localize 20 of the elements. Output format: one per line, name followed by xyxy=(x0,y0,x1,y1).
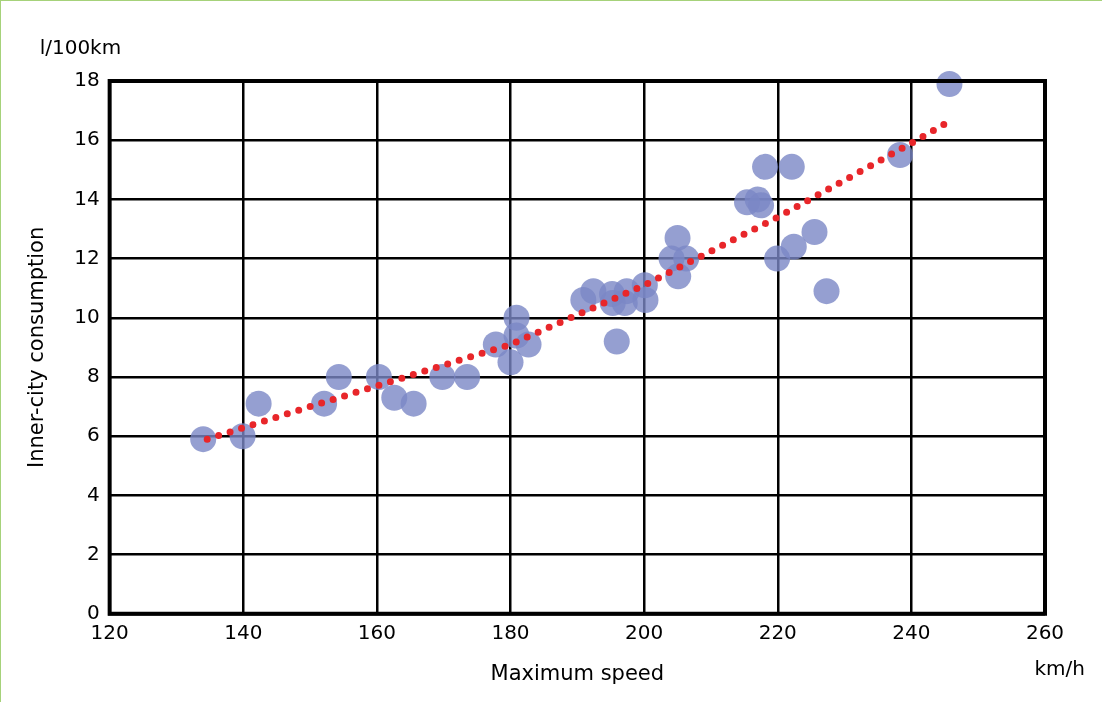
y-tick-label: 16 xyxy=(74,126,100,151)
y-tick-label: 6 xyxy=(86,422,100,447)
y-tick-label: 18 xyxy=(74,67,100,92)
x-tick-label: 200 xyxy=(625,620,664,644)
x-axis-title: Maximum speed xyxy=(490,660,665,685)
y-tick-label: 12 xyxy=(74,244,100,269)
x-tick-label: 220 xyxy=(758,620,797,644)
y-tick-label: 8 xyxy=(86,363,100,388)
y-tick-label: 10 xyxy=(74,304,100,328)
x-tick-label: 180 xyxy=(491,620,530,644)
text: l/100km xyxy=(39,35,122,60)
y-tick-label: 14 xyxy=(74,185,100,210)
y-tick-label: 4 xyxy=(86,481,100,506)
y-axis-title: Inner-city consumption xyxy=(24,226,49,469)
x-tick-label: 240 xyxy=(892,620,931,644)
x-tick-label: 260 xyxy=(1025,620,1065,644)
x-tick-label: 160 xyxy=(357,620,396,644)
text: km/h xyxy=(1034,656,1085,680)
y-tick-label: 2 xyxy=(86,540,100,565)
x-tick-label: 140 xyxy=(224,620,263,644)
